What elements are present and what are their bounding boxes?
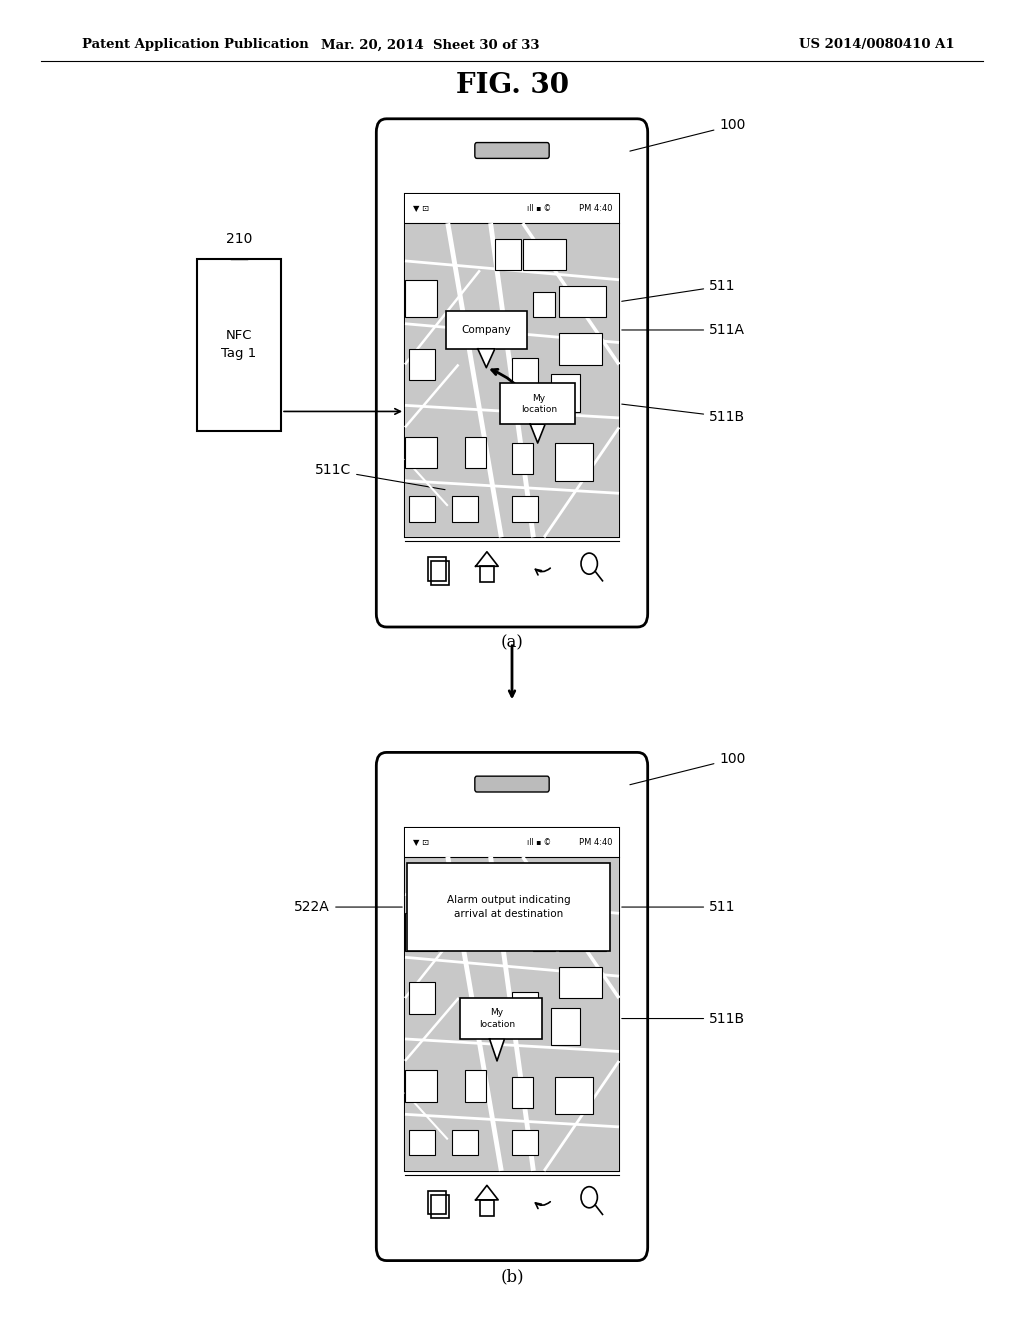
Bar [495, 873, 520, 904]
Bar [479, 1200, 495, 1216]
Bar [534, 292, 555, 317]
Bar [461, 998, 542, 1039]
Bar [559, 333, 602, 364]
Text: (b): (b) [500, 1269, 524, 1284]
Bar [445, 312, 527, 348]
Bar [406, 194, 618, 223]
Bar [406, 194, 618, 537]
Bar [512, 991, 538, 1030]
Bar [500, 383, 574, 424]
Text: 511: 511 [622, 279, 735, 301]
Bar [406, 857, 618, 1171]
Bar [559, 920, 606, 950]
FancyBboxPatch shape [377, 119, 648, 627]
Bar [197, 259, 281, 430]
Bar [430, 561, 449, 585]
Bar [410, 348, 435, 380]
Bar [512, 496, 538, 521]
Bar [410, 982, 435, 1014]
Bar [406, 280, 437, 317]
Text: ıll ▪ ©: ıll ▪ © [527, 838, 551, 846]
Text: FIG. 30: FIG. 30 [456, 73, 568, 99]
Text: ▼ ⊡: ▼ ⊡ [414, 838, 429, 846]
Bar [406, 1071, 437, 1102]
Bar [408, 863, 610, 950]
Text: 522A: 522A [295, 900, 402, 913]
FancyBboxPatch shape [475, 776, 549, 792]
Polygon shape [489, 1039, 505, 1061]
Bar [406, 223, 618, 537]
Bar [406, 913, 437, 950]
Text: 511A: 511A [622, 323, 745, 337]
Bar [559, 966, 602, 998]
Bar [410, 496, 435, 521]
Bar [452, 496, 478, 521]
Bar [465, 1071, 486, 1102]
Bar [430, 1195, 449, 1218]
Bar [428, 557, 446, 581]
Bar [555, 1077, 593, 1114]
Bar [522, 873, 565, 904]
Bar [534, 925, 555, 950]
Bar [551, 1007, 581, 1045]
Bar [406, 828, 618, 1171]
Bar [428, 1191, 446, 1214]
Text: NFC
Tag 1: NFC Tag 1 [221, 330, 257, 360]
Bar [522, 239, 565, 271]
Bar [512, 1077, 534, 1107]
Text: Patent Application Publication: Patent Application Publication [82, 38, 308, 51]
FancyBboxPatch shape [377, 752, 648, 1261]
Bar [512, 358, 538, 396]
Bar [495, 239, 520, 271]
Bar [555, 444, 593, 480]
Text: (a): (a) [501, 635, 523, 651]
Bar [479, 566, 495, 582]
Bar [551, 374, 581, 412]
FancyBboxPatch shape [475, 143, 549, 158]
Polygon shape [530, 424, 545, 444]
Text: 100: 100 [630, 119, 745, 150]
Text: Company: Company [462, 325, 511, 335]
Bar [406, 437, 437, 469]
Text: Mar. 20, 2014  Sheet 30 of 33: Mar. 20, 2014 Sheet 30 of 33 [321, 38, 540, 51]
Bar [452, 1130, 478, 1155]
Text: PM 4:40: PM 4:40 [580, 838, 612, 846]
Polygon shape [478, 348, 495, 368]
Text: 511B: 511B [622, 404, 745, 424]
Bar [512, 444, 534, 474]
Bar [465, 437, 486, 469]
Text: PM 4:40: PM 4:40 [580, 205, 612, 213]
Text: 511: 511 [622, 900, 735, 913]
Text: ıll ▪ ©: ıll ▪ © [527, 205, 551, 213]
Text: Alarm output indicating
arrival at destination: Alarm output indicating arrival at desti… [447, 895, 570, 919]
Bar [406, 828, 618, 857]
Text: 210: 210 [226, 232, 252, 247]
Text: US 2014/0080410 A1: US 2014/0080410 A1 [799, 38, 954, 51]
Bar [410, 1130, 435, 1155]
Text: 511C: 511C [315, 463, 445, 490]
Text: ▼ ⊡: ▼ ⊡ [414, 205, 429, 213]
Bar [559, 286, 606, 317]
Bar [512, 1130, 538, 1155]
Text: 100: 100 [630, 752, 745, 784]
Text: My
location: My location [479, 1008, 515, 1028]
Text: 511B: 511B [622, 1011, 745, 1026]
Text: My
location: My location [520, 393, 557, 414]
